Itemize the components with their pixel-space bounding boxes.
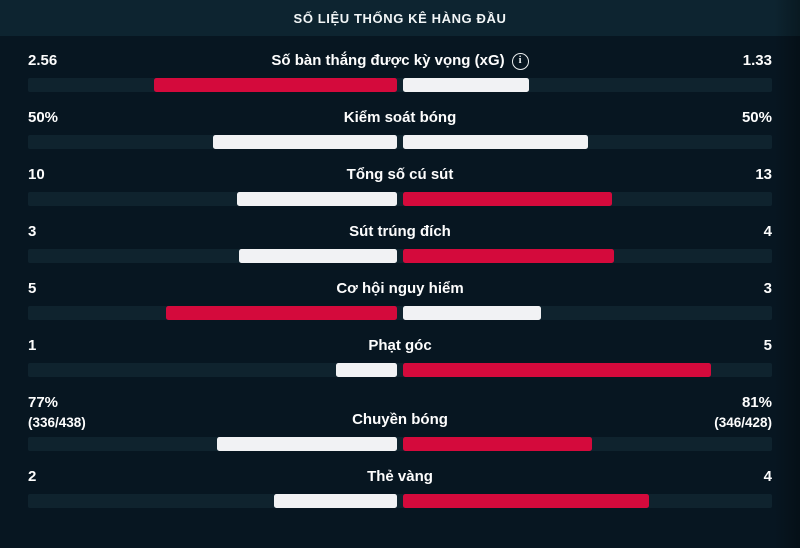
home-value-group: 5 xyxy=(28,278,123,300)
stat-label-group: Thẻ vàng xyxy=(123,466,677,488)
stat-row-header: 3 Sút trúng đích 4 xyxy=(28,221,772,243)
home-bar-fill xyxy=(236,192,397,206)
stat-label: Sút trúng đích xyxy=(349,223,451,240)
away-bar-fill xyxy=(403,78,530,92)
stat-row: 50% Kiểm soát bóng 50% xyxy=(28,107,772,149)
stat-bar-track xyxy=(28,363,772,377)
stat-bar-track xyxy=(28,306,772,320)
stat-row: 5 Cơ hội nguy hiểm 3 xyxy=(28,278,772,320)
home-value: 2.56 xyxy=(28,52,58,69)
home-value-group: 2.56 xyxy=(28,50,123,72)
stat-label: Số bàn thắng được kỳ vọng (xG) xyxy=(271,52,505,69)
away-value-group: 81% (346/428) xyxy=(677,392,772,431)
away-value-group: 13 xyxy=(677,164,772,186)
stat-label: Kiểm soát bóng xyxy=(343,109,457,126)
stat-row: 10 Tổng số cú sút 13 xyxy=(28,164,772,206)
away-bar-fill xyxy=(403,306,542,320)
stat-bar-track xyxy=(28,249,772,263)
home-value: 77% xyxy=(28,394,59,411)
away-bar-fill xyxy=(403,135,588,149)
away-value: 50% xyxy=(741,109,772,126)
home-bar-fill xyxy=(238,249,397,263)
stat-label-group: Kiểm soát bóng xyxy=(123,107,677,129)
stat-bar-track xyxy=(28,135,772,149)
away-value: 3 xyxy=(763,280,772,297)
home-value: 5 xyxy=(28,280,37,297)
home-value-group: 10 xyxy=(28,164,123,186)
stat-bar-track xyxy=(28,78,772,92)
stat-row-header: 77% (336/438) Chuyền bóng 81% (346/428) xyxy=(28,392,772,431)
stat-row: 2 Thẻ vàng 4 xyxy=(28,466,772,508)
away-value-group: 3 xyxy=(677,278,772,300)
home-bar-fill xyxy=(212,135,397,149)
home-bar-fill xyxy=(274,494,397,508)
away-bar-fill xyxy=(403,249,614,263)
home-value: 1 xyxy=(28,337,37,354)
stat-row: 2.56 Số bàn thắng được kỳ vọng (xG) i 1.… xyxy=(28,50,772,92)
away-value: 1.33 xyxy=(742,52,772,69)
away-bar-fill xyxy=(403,192,612,206)
stat-label-group: Tổng số cú sút xyxy=(123,164,677,186)
stat-label-group: Chuyền bóng xyxy=(123,409,677,431)
home-bar-fill xyxy=(154,78,397,92)
stat-label-group: Sút trúng đích xyxy=(123,221,677,243)
stat-row: 3 Sút trúng đích 4 xyxy=(28,221,772,263)
stat-row-header: 1 Phạt góc 5 xyxy=(28,335,772,357)
home-value-group: 2 xyxy=(28,466,123,488)
stat-row-header: 50% Kiểm soát bóng 50% xyxy=(28,107,772,129)
home-value-group: 77% (336/438) xyxy=(28,392,123,431)
stat-label: Cơ hội nguy hiểm xyxy=(336,280,464,297)
stat-label: Thẻ vàng xyxy=(367,468,433,485)
stat-bar-track xyxy=(28,437,772,451)
stat-label-group: Cơ hội nguy hiểm xyxy=(123,278,677,300)
stat-row-header: 2 Thẻ vàng 4 xyxy=(28,466,772,488)
home-value-group: 3 xyxy=(28,221,123,243)
home-value-group: 1 xyxy=(28,335,123,357)
away-value-group: 1.33 xyxy=(677,50,772,72)
stat-label-group: Phạt góc xyxy=(123,335,677,357)
away-bar-fill xyxy=(403,494,649,508)
away-value: 13 xyxy=(755,166,772,183)
stat-bar-track xyxy=(28,192,772,206)
away-value: 5 xyxy=(763,337,772,354)
away-value-group: 50% xyxy=(677,107,772,129)
away-value-group: 4 xyxy=(677,466,772,488)
stat-row-header: 5 Cơ hội nguy hiểm 3 xyxy=(28,278,772,300)
away-value: 4 xyxy=(763,223,772,240)
home-value: 50% xyxy=(28,109,59,126)
home-value: 3 xyxy=(28,223,37,240)
stat-bar-track xyxy=(28,494,772,508)
stat-row-header: 10 Tổng số cú sút 13 xyxy=(28,164,772,186)
away-value: 81% xyxy=(741,394,772,411)
stat-label: Chuyền bóng xyxy=(352,411,448,428)
away-sub-value: (346/428) xyxy=(714,415,772,430)
home-sub-value: (336/438) xyxy=(28,415,86,430)
stat-row: 77% (336/438) Chuyền bóng 81% (346/428) xyxy=(28,392,772,451)
away-bar-fill xyxy=(403,363,711,377)
home-value: 2 xyxy=(28,468,37,485)
home-value-group: 50% xyxy=(28,107,123,129)
stat-label-group: Số bàn thắng được kỳ vọng (xG) i xyxy=(123,50,677,72)
away-value-group: 5 xyxy=(677,335,772,357)
home-bar-fill xyxy=(166,306,397,320)
away-bar-fill xyxy=(403,437,593,451)
info-icon[interactable]: i xyxy=(511,52,529,70)
stat-row-header: 2.56 Số bàn thắng được kỳ vọng (xG) i 1.… xyxy=(28,50,772,72)
away-value-group: 4 xyxy=(677,221,772,243)
stat-label: Phạt góc xyxy=(368,337,432,354)
home-value: 10 xyxy=(28,166,45,183)
away-value: 4 xyxy=(763,468,772,485)
home-bar-fill xyxy=(217,437,397,451)
stat-label: Tổng số cú sút xyxy=(346,166,454,183)
stats-list: 2.56 Số bàn thắng được kỳ vọng (xG) i 1.… xyxy=(0,36,800,508)
home-bar-fill xyxy=(335,363,397,377)
stats-header: SỐ LIỆU THỐNG KÊ HÀNG ĐẦU xyxy=(0,0,800,36)
stat-row: 1 Phạt góc 5 xyxy=(28,335,772,377)
panel-title: SỐ LIỆU THỐNG KÊ HÀNG ĐẦU xyxy=(293,10,507,26)
